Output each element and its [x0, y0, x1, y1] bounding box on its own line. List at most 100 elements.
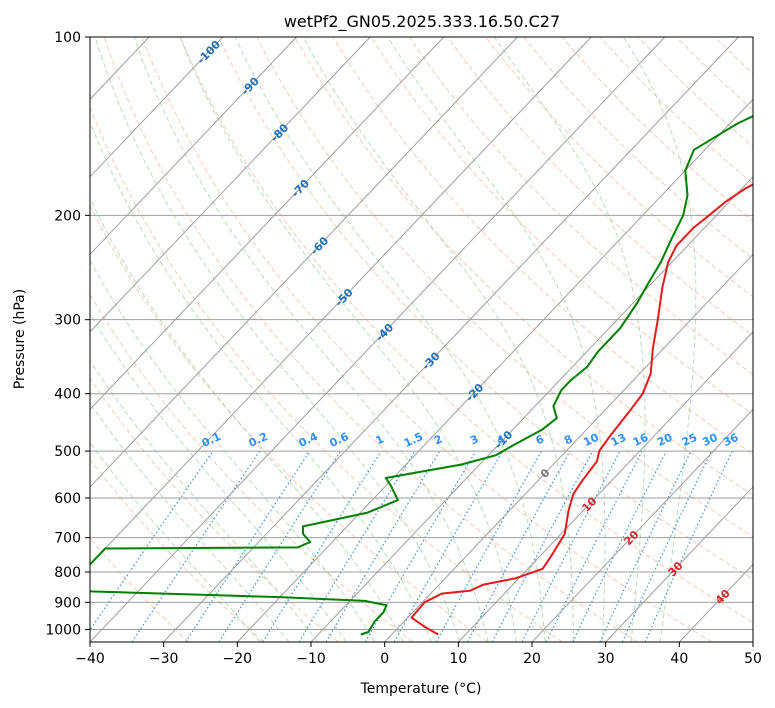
isotherm-line [90, 37, 666, 642]
dry-adiabat-line [523, 37, 753, 260]
dry-adiabat-line [103, 37, 638, 642]
mixing-ratio-label: 16 [631, 431, 651, 449]
dry-adiabat-line [218, 37, 753, 580]
isotherm-line [236, 98, 753, 642]
moist-adiabat-line [90, 441, 261, 642]
y-tick-label: 400 [54, 387, 81, 403]
temperature-profile-line [410, 183, 753, 636]
mixing-ratio-label: 20 [655, 431, 675, 449]
mixing-ratio-line [262, 450, 382, 642]
dry-adiabat-line [256, 37, 753, 538]
moist-adiabat-line [90, 359, 319, 642]
y-tick-label: 800 [54, 565, 81, 581]
dry-adiabat-line [370, 37, 753, 415]
moist-adiabat-line [94, 37, 461, 642]
isotherm-line [90, 37, 592, 566]
dry-adiabat-line [599, 37, 753, 185]
mixing-ratio-line [393, 450, 504, 642]
grid-lines [0, 37, 753, 642]
mixing-ratio-line [218, 450, 342, 642]
mixing-ratio-label: 2 [432, 432, 444, 447]
mixing-ratio-label: 0.1 [200, 430, 223, 450]
dry-adiabat-line [141, 37, 712, 642]
mixing-ratio-label: 8 [562, 432, 574, 447]
x-tick-label: −20 [223, 651, 253, 667]
x-tick-label: 10 [449, 651, 467, 667]
mixing-ratio-line [572, 450, 667, 642]
mixing-ratio-label: 10 [581, 431, 601, 449]
isotherm-line [752, 641, 753, 642]
mixing-ratio-label: 0.2 [247, 430, 270, 450]
moist-adiabat-line [133, 37, 489, 642]
x-tick-label: −10 [296, 651, 326, 667]
y-tick-label: 100 [54, 30, 81, 46]
dry-adiabat-line [90, 106, 563, 642]
y-tick-label: 600 [54, 491, 81, 507]
mixing-ratio-line [435, 450, 542, 642]
x-tick-label: −30 [149, 651, 179, 667]
x-tick-label: 30 [597, 651, 615, 667]
isotherm-line [0, 37, 2, 642]
isotherm-line [163, 37, 739, 642]
isotherm-line [310, 176, 753, 642]
x-axis: −40 −30 −20 −10 0 10 20 30 40 50 [75, 642, 762, 667]
mixing-ratio-line [545, 450, 643, 642]
y-axis-title: Pressure (hPa) [12, 289, 28, 389]
isotherm-line [90, 37, 371, 333]
dry-adiabat-line [408, 37, 753, 375]
dry-adiabat-line [90, 204, 488, 642]
y-axis: 100 200 300 400 500 600 700 800 900 1000 [45, 30, 90, 638]
y-tick-label: 300 [54, 313, 81, 329]
y-tick-label: 700 [54, 531, 81, 547]
isotherm-line [678, 563, 753, 642]
dry-adiabat-line [294, 37, 753, 496]
mixing-ratio-line [131, 450, 261, 642]
mixing-ratio-line [644, 450, 733, 642]
isotherm-line [90, 37, 445, 411]
dry-adiabat-line [485, 37, 753, 298]
mixing-ratio-label: 3 [468, 432, 480, 447]
mixing-ratio-label: 30 [700, 431, 720, 449]
moist-adiabat-line [387, 37, 606, 642]
x-tick-label: 40 [670, 651, 688, 667]
moist-adiabat-line [90, 402, 290, 642]
isotherm-line [457, 331, 753, 642]
dry-adiabat-line [90, 537, 190, 642]
x-tick-label: 50 [744, 651, 762, 667]
x-axis-title: Temperature (°C) [360, 681, 482, 697]
mixing-ratio-label: 6 [534, 432, 547, 447]
moist-adiabat-line [493, 37, 646, 642]
isotherm-line [605, 486, 753, 642]
isotherm-line [90, 37, 224, 178]
background-lines [90, 37, 753, 642]
mixing-ratio-label: 0.6 [328, 430, 351, 450]
dry-adiabat-line [90, 458, 264, 642]
mixing-ratio-line [90, 450, 214, 631]
moist-adiabat-line [302, 37, 575, 642]
mixing-ratio-label: 25 [680, 431, 699, 449]
mixing-ratio-line [521, 450, 621, 642]
profile-lines [90, 115, 753, 636]
y-tick-label: 900 [54, 595, 81, 611]
isotherm-line [90, 37, 297, 256]
isotherm-line [90, 37, 518, 488]
moist-adiabat-line [90, 120, 432, 642]
mixing-ratio-line [599, 450, 692, 642]
moist-adiabat-line [623, 37, 697, 642]
mixing-ratio-line [185, 450, 311, 642]
moist-adiabat-line [90, 197, 404, 642]
mixing-ratio-label: 13 [609, 431, 628, 449]
mixing-ratio-label: 1 [373, 432, 385, 447]
dry-adiabat-line [752, 37, 753, 38]
dry-adiabat-line [637, 37, 753, 148]
mixing-ratio-label: 0.4 [297, 430, 320, 450]
dry-adiabat-line [714, 37, 753, 75]
mixing-ratio-line [466, 450, 571, 642]
moist-adiabat-line [90, 259, 376, 642]
y-tick-label: 200 [54, 208, 81, 224]
moist-adiabat-line [90, 312, 347, 642]
x-tick-label: −40 [75, 651, 105, 667]
mixing-ratio-line [298, 450, 416, 642]
mixing-ratio-label: 36 [721, 431, 741, 449]
